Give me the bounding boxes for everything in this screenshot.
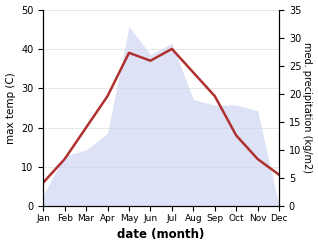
X-axis label: date (month): date (month) [117, 228, 205, 242]
Y-axis label: max temp (C): max temp (C) [5, 72, 16, 144]
Y-axis label: med. precipitation (kg/m2): med. precipitation (kg/m2) [302, 42, 313, 173]
